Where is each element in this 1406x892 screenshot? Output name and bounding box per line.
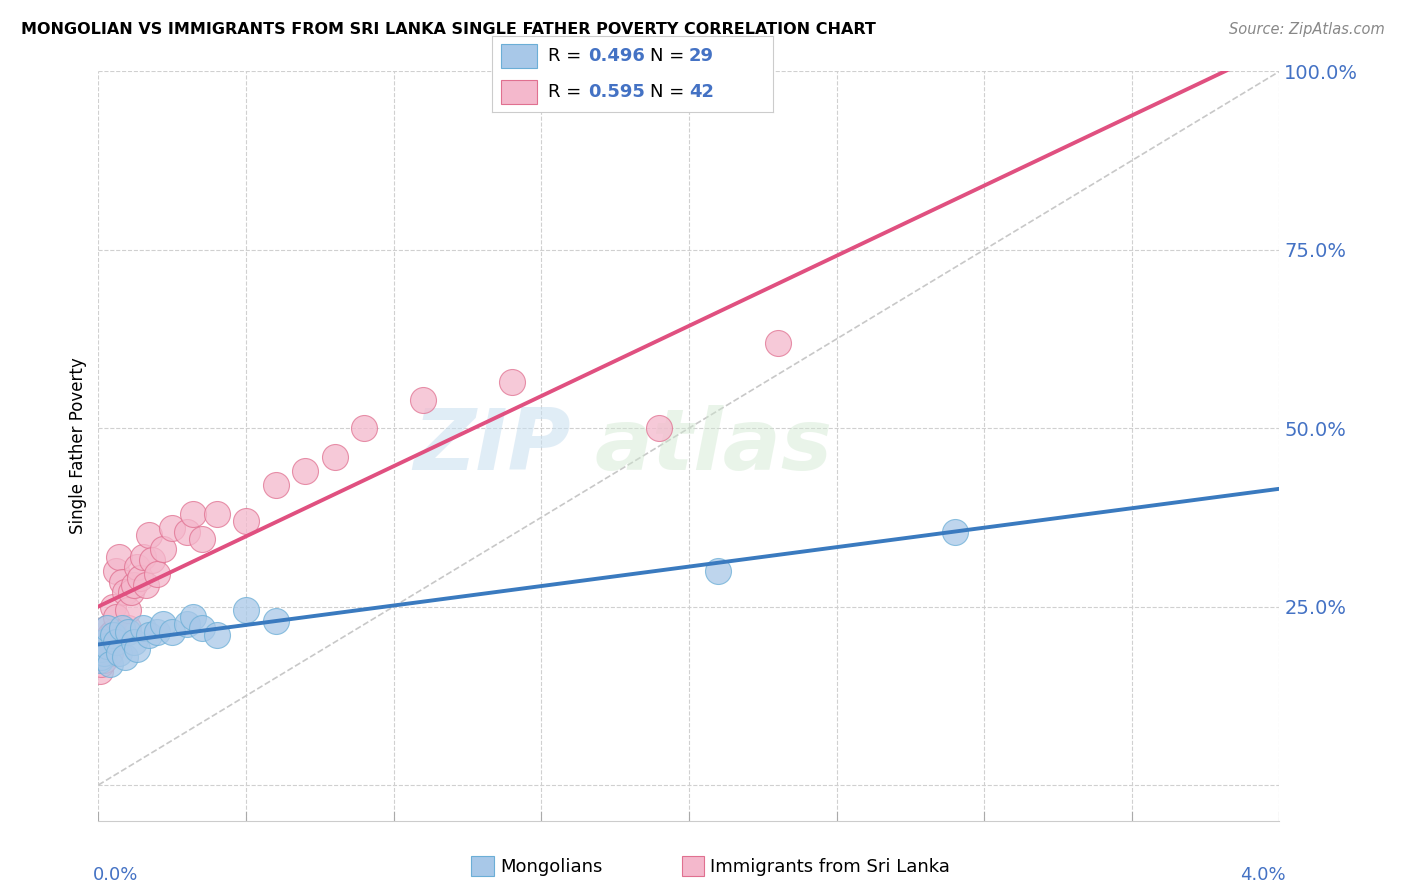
Text: 0.0%: 0.0% [93,865,138,884]
Point [105,610,128,624]
Text: 42: 42 [689,83,714,101]
Point [181,507,204,521]
Point [96,621,118,635]
Point [648,421,671,435]
Point [264,478,287,492]
Point [353,421,375,435]
Text: R =: R = [548,47,588,65]
Point [93,635,115,649]
Point [96,621,118,635]
Point [162,624,183,639]
Point [138,528,160,542]
Point [191,621,214,635]
Point [117,621,139,635]
Point [125,642,148,657]
Point [105,635,128,649]
Point [191,532,214,546]
Text: 0.595: 0.595 [588,83,644,101]
Point [235,514,257,528]
Bar [501,44,537,69]
Point [96,639,118,653]
Text: R =: R = [548,83,588,101]
Point [103,599,125,614]
Point [108,549,131,564]
Point [205,507,228,521]
Point [132,621,155,635]
Text: Source: ZipAtlas.com: Source: ZipAtlas.com [1229,22,1385,37]
Point [162,521,183,535]
Point [235,603,257,617]
Point [111,574,134,589]
Point [103,624,125,639]
Text: Immigrants from Sri Lanka: Immigrants from Sri Lanka [710,858,950,876]
Point [114,649,136,664]
Text: Mongolians: Mongolians [501,858,603,876]
Point [766,335,789,350]
Point [93,646,115,660]
Point [114,585,136,599]
Point [93,635,115,649]
Point [103,628,125,642]
Point [89,653,111,667]
Point [135,578,157,592]
Point [152,617,174,632]
Point [128,571,150,585]
Point [122,578,145,592]
Point [93,653,115,667]
Point [90,646,112,660]
Text: atlas: atlas [595,404,832,488]
Point [412,392,434,407]
Text: 4.0%: 4.0% [1240,865,1285,884]
Point [105,564,128,578]
Point [117,624,139,639]
Point [125,560,148,574]
Point [707,564,730,578]
Point [122,635,145,649]
Point [120,585,142,599]
Point [264,614,287,628]
Point [89,664,111,678]
Point [323,450,346,464]
Point [96,639,118,653]
Point [98,628,121,642]
Text: N =: N = [650,83,689,101]
Point [108,646,131,660]
Text: N =: N = [650,47,689,65]
Point [98,657,121,671]
Point [943,524,966,539]
Point [141,553,163,567]
Text: 0.496: 0.496 [588,47,644,65]
Point [111,621,134,635]
Point [205,628,228,642]
Point [138,628,160,642]
Point [501,375,523,389]
Point [294,464,316,478]
Point [176,524,198,539]
Point [90,649,112,664]
Point [146,624,169,639]
Text: ZIP: ZIP [413,404,571,488]
Text: 29: 29 [689,47,714,65]
Bar [501,79,537,104]
Point [181,610,204,624]
Point [146,567,169,582]
Y-axis label: Single Father Poverty: Single Father Poverty [69,358,87,534]
Text: MONGOLIAN VS IMMIGRANTS FROM SRI LANKA SINGLE FATHER POVERTY CORRELATION CHART: MONGOLIAN VS IMMIGRANTS FROM SRI LANKA S… [21,22,876,37]
Point [90,657,112,671]
Point [117,603,139,617]
Point [90,642,112,657]
Point [152,542,174,557]
Point [132,549,155,564]
Point [176,617,198,632]
Point [98,646,121,660]
